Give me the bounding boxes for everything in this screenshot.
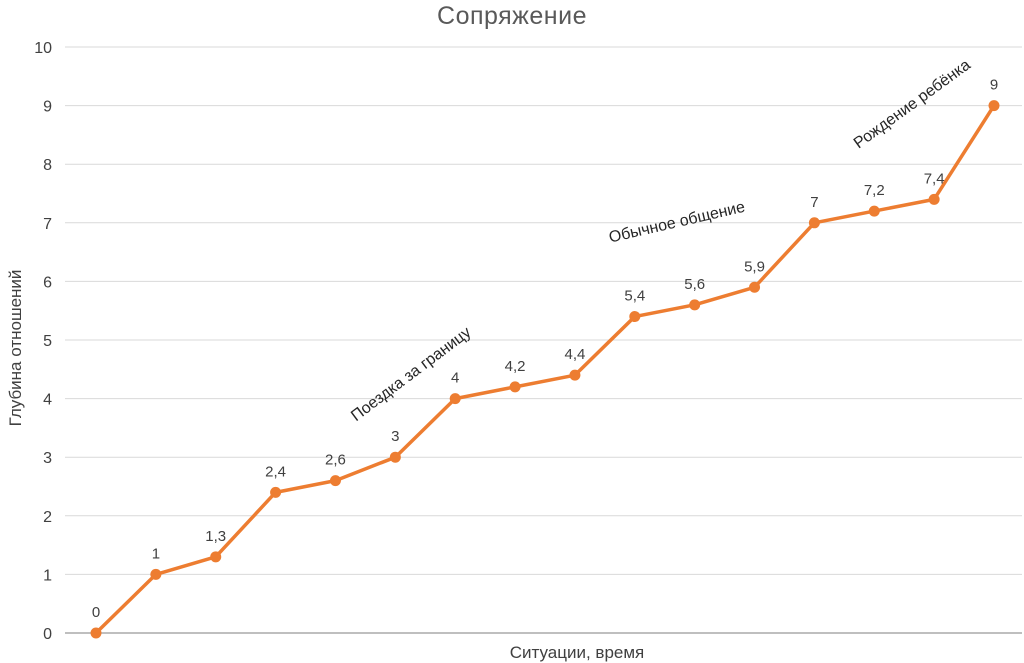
data-point-marker (90, 627, 102, 639)
data-point-label: 0 (92, 604, 100, 621)
x-axis-title: Ситуации, время (509, 643, 645, 662)
data-point-label: 5,9 (744, 258, 765, 275)
data-point-label: 7,4 (924, 170, 945, 187)
y-tick-label: 4 (43, 392, 52, 409)
data-point-label: 9 (990, 77, 998, 94)
data-point-marker (868, 205, 880, 217)
chart-title: Сопряжение (437, 2, 587, 30)
data-point-label: 4,4 (565, 346, 586, 363)
data-point-label: 3 (391, 428, 399, 445)
data-point-marker (449, 393, 461, 405)
data-point-marker (509, 381, 521, 393)
y-tick-label: 9 (43, 99, 52, 116)
data-point-marker (210, 551, 222, 563)
data-point-label: 5,6 (684, 276, 705, 293)
data-point-marker (928, 193, 940, 205)
data-point-marker (569, 369, 581, 381)
data-point-marker (329, 475, 341, 487)
data-point-marker (808, 217, 820, 229)
data-point-marker (270, 486, 282, 498)
data-point-label: 5,4 (624, 288, 645, 305)
data-point-label: 4 (451, 370, 459, 387)
y-tick-label: 0 (43, 626, 52, 643)
series-line (94, 103, 996, 635)
y-tick-label: 10 (34, 40, 52, 57)
data-point-marker (389, 451, 401, 463)
data-point-label: 1,3 (205, 528, 226, 545)
y-tick-label: 6 (43, 274, 52, 291)
data-point-marker (689, 299, 701, 311)
data-point-label: 2,4 (265, 463, 286, 480)
data-point-label: 1 (152, 545, 160, 562)
annotation-label: Рождение ребёнка (851, 56, 974, 152)
y-tick-label: 5 (43, 333, 52, 350)
y-axis-title: Глубина отношений (6, 269, 25, 427)
y-tick-label: 2 (43, 509, 52, 526)
data-point-marker (749, 281, 761, 293)
y-tick-label: 3 (43, 450, 52, 467)
data-point-label: 2,6 (325, 452, 346, 469)
data-point-marker (150, 568, 162, 580)
y-tick-label: 7 (43, 216, 52, 233)
data-point-marker (629, 311, 641, 323)
data-point-label: 7,2 (864, 182, 885, 199)
y-tick-label: 8 (43, 157, 52, 174)
data-point-label: 7 (810, 194, 818, 211)
data-point-marker (988, 100, 1000, 112)
data-point-label: 4,2 (505, 358, 526, 375)
y-tick-label: 1 (43, 567, 52, 584)
